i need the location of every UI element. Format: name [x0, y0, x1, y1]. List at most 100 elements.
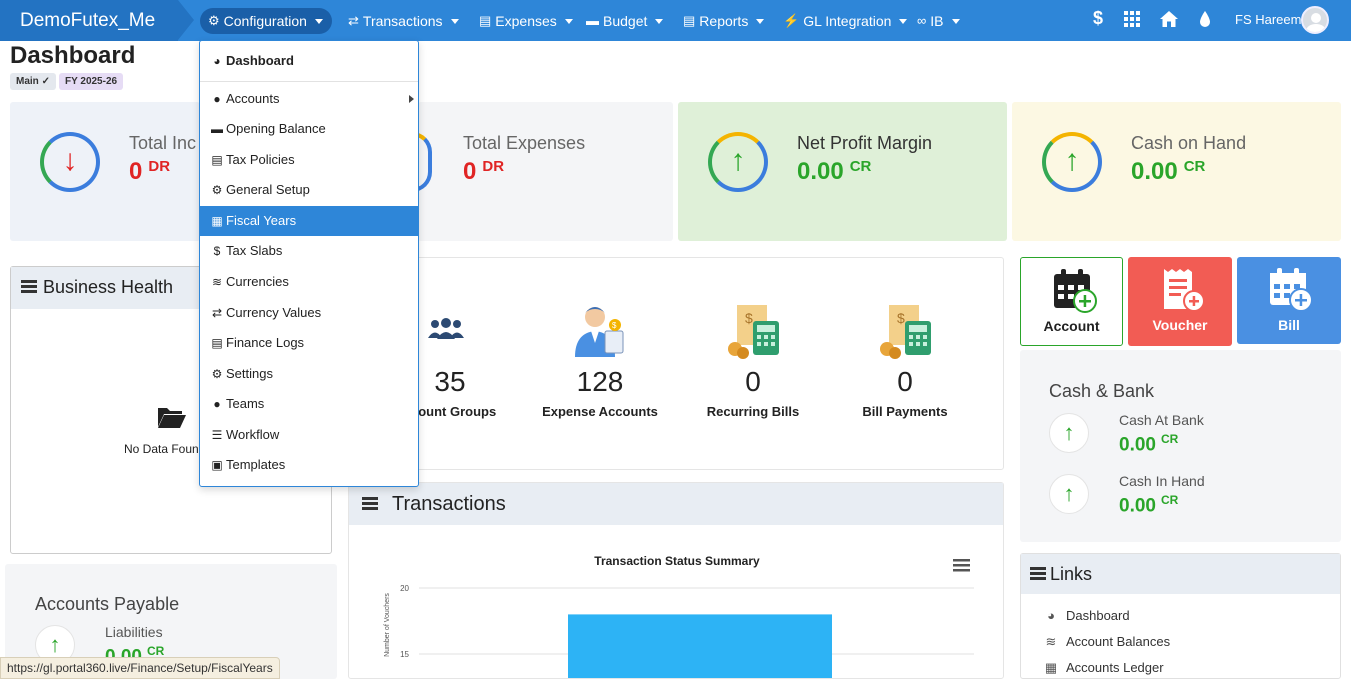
stat-bill-payments[interactable]: 0 Bill Payments [840, 366, 970, 419]
dollar-icon[interactable]: $ [1093, 8, 1104, 28]
nav-expenses[interactable]: ▤ Expenses [471, 8, 581, 34]
kpi-ring: ↑ [708, 132, 768, 192]
panel-header [349, 483, 1003, 525]
stat-label: Bill Payments [862, 404, 948, 419]
dropdown-item-fiscal-years[interactable]: ▦ Fiscal Years [200, 206, 418, 236]
dropdown-item-accounts[interactable]: ● Accounts [200, 84, 418, 114]
exchange-icon: ⇄ [348, 13, 359, 28]
branch-badge[interactable]: Main ✓ [10, 73, 56, 90]
dropdown-item-finance-logs[interactable]: ▤ Finance Logs [200, 328, 418, 358]
links-title: Links [1030, 564, 1092, 585]
wallet-icon: ▬ [586, 13, 599, 28]
dropdown-item-teams[interactable]: ● Teams [200, 389, 418, 419]
arrow-up-icon: ↑ [1049, 413, 1089, 453]
dropdown-item-label: General Setup [226, 182, 310, 197]
coins-icon: ≋ [211, 275, 223, 289]
chevron-down-icon [951, 18, 960, 24]
user-name[interactable]: FS Hareem [1235, 12, 1302, 27]
nav-transactions-label: Transactions [362, 13, 443, 29]
add-bill-button[interactable]: Bill [1237, 257, 1341, 344]
gears-icon: ⚙ [211, 367, 223, 381]
stat-expense-accounts[interactable]: 128 Expense Accounts [535, 366, 665, 419]
dropdown-item-label: Settings [226, 366, 273, 381]
links-panel: Links [1020, 553, 1341, 679]
add-voucher-button[interactable]: Voucher [1128, 257, 1232, 346]
link-dashboard[interactable]: ◕ Dashboard [1044, 608, 1130, 623]
file-invoice-icon: ▤ [479, 13, 492, 28]
nav-ib-label: IB [930, 13, 944, 29]
nav-gl-integration-label: GL Integration [803, 13, 892, 29]
stat-value: 128 [576, 366, 624, 397]
chart-y-axis-label: Number of Vouchers [384, 593, 391, 657]
dropdown-item-label: Fiscal Years [226, 213, 297, 228]
kpi-value: 0.00 CR [797, 158, 872, 185]
add-account-button[interactable]: Account [1020, 257, 1123, 346]
calculator-bill-icon: $ [727, 303, 783, 364]
link-accounts-ledger[interactable]: ▦ Accounts Ledger [1044, 660, 1164, 675]
nav-budget[interactable]: ▬ Budget [578, 8, 671, 34]
grid-icon[interactable] [1124, 11, 1141, 52]
drop-icon[interactable] [1199, 10, 1211, 51]
cash-at-bank-value: 0.00 CR [1119, 432, 1179, 456]
dropdown-item-templates[interactable]: ▣ Templates [200, 450, 418, 480]
menu-icon [362, 497, 378, 511]
add-account-label: Account [1043, 318, 1100, 334]
calendar-plus-icon [1053, 268, 1097, 319]
palette-icon: ◕ [213, 54, 221, 68]
stat-account-groups[interactable]: 35 ccount Groups [395, 366, 505, 419]
chevron-down-icon [756, 18, 765, 24]
kpi-label: Total Inc [129, 133, 197, 153]
add-voucher-label: Voucher [1152, 317, 1208, 333]
table-icon: ▦ [1044, 660, 1058, 675]
nav-ib[interactable]: ∞ IB [909, 8, 968, 34]
dropdown-item-general-setup[interactable]: ⚙ General Setup [200, 175, 418, 205]
dropdown-item-label: Tax Slabs [226, 243, 283, 258]
nav-reports-label: Reports [699, 13, 749, 29]
stats-panel: $ $ $ 35 ccount Groups 128 Expense Accou… [348, 257, 1004, 470]
dropdown-item-label: Opening Balance [226, 121, 326, 136]
dropdown-item-settings[interactable]: ⚙ Settings [200, 359, 418, 389]
menu-icon [21, 280, 37, 294]
cash-bank-title: Cash & Bank [1049, 381, 1155, 401]
fiscal-year-badge[interactable]: FY 2025-26 [59, 73, 124, 90]
dropdown-item-tax-slabs[interactable]: $ Tax Slabs [200, 236, 418, 266]
svg-text:$: $ [612, 321, 617, 330]
dropdown-item-label: Workflow [226, 427, 280, 442]
nav-reports[interactable]: ▤ Reports [675, 8, 772, 34]
folder-open-icon [157, 405, 187, 434]
stat-value: 0 [745, 366, 761, 397]
dropdown-item-label: Teams [226, 396, 265, 411]
receipt-plus-icon [1162, 267, 1206, 318]
brand-logo[interactable]: DemoFutex_Me [0, 0, 194, 41]
stat-recurring-bills[interactable]: 0 Recurring Bills [688, 366, 818, 419]
stat-label: Expense Accounts [542, 404, 658, 419]
dropdown-item-tax-policies[interactable]: ▤ Tax Policies [200, 145, 418, 175]
nav-transactions[interactable]: ⇄ Transactions [340, 8, 467, 34]
kpi-card-income: ↓ Total Inc 0 DR [10, 102, 200, 241]
avatar[interactable] [1301, 6, 1329, 34]
nav-gl-integration[interactable]: ⚡ GL Integration [775, 8, 915, 34]
cash-at-bank-label: Cash At Bank [1119, 412, 1204, 428]
cash-in-hand-label: Cash In Hand [1119, 473, 1205, 489]
kpi-label: Cash on Hand [1131, 133, 1247, 153]
kpi-card-net-profit: ↑ Net Profit Margin 0.00 CR [678, 102, 1007, 241]
business-health-title: Business Health [21, 277, 173, 298]
dropdown-item-currencies[interactable]: ≋ Currencies [200, 267, 418, 297]
users-group-icon [427, 318, 465, 345]
home-icon[interactable] [1159, 10, 1179, 51]
plug-icon: ⚡ [783, 13, 800, 28]
chart-y-tick-label: 15 [400, 650, 409, 659]
chart-menu-icon[interactable] [953, 559, 970, 572]
dropdown-item-currency-values[interactable]: ⇄ Currency Values [200, 298, 418, 328]
configuration-dropdown: ◕ Dashboard ● Accounts ▬ Opening Balance ▤ Tax… [199, 40, 419, 487]
calendar-bill-icon [1269, 267, 1313, 318]
chart-bar[interactable] [568, 614, 832, 678]
dropdown-item-opening-balance[interactable]: ▬ Opening Balance [200, 114, 418, 144]
nav-expenses-label: Expenses [495, 13, 557, 29]
dropdown-item-workflow[interactable]: ☰ Workflow [200, 420, 418, 450]
user-icon: ● [213, 397, 221, 411]
dropdown-dashboard[interactable]: ◕ Dashboard [200, 46, 418, 80]
link-account-balances[interactable]: ≋ Account Balances [1045, 634, 1171, 649]
arrow-down-icon: ↓ [62, 144, 78, 177]
nav-configuration[interactable]: ⚙ Configuration [200, 8, 332, 34]
